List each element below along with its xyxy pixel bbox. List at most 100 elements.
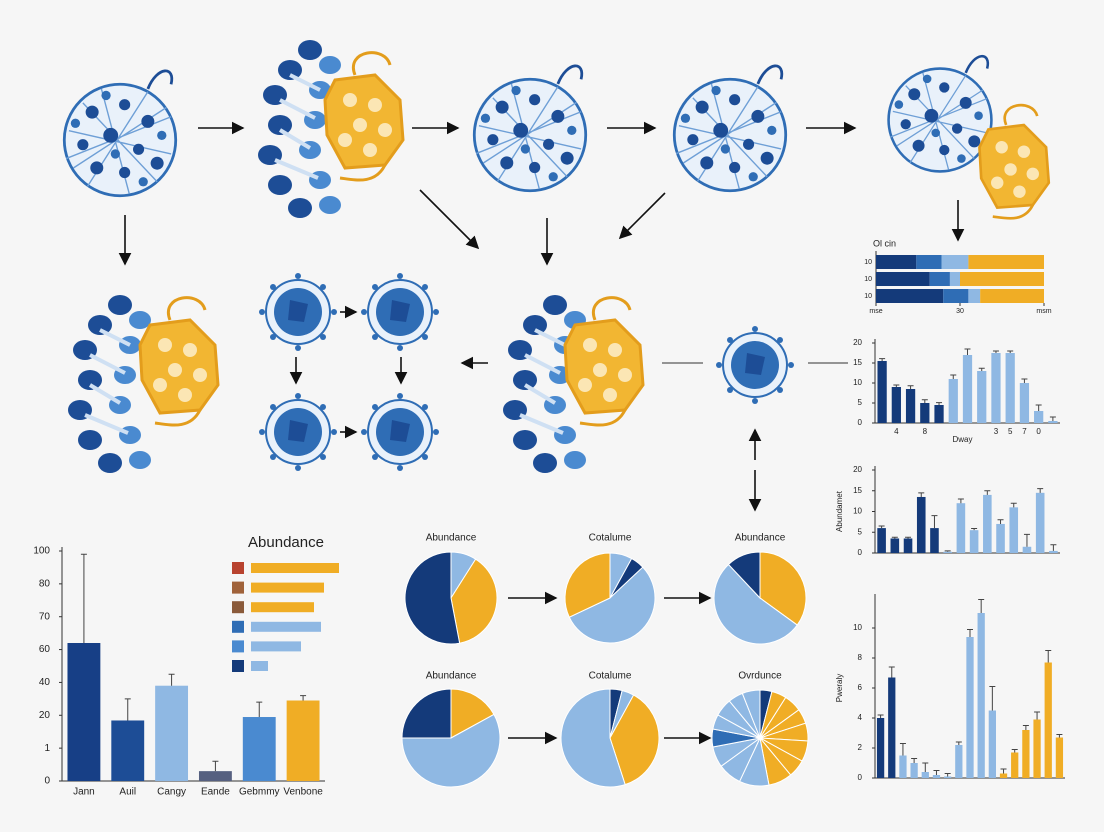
x-tick-label: Venbone [283,787,323,798]
bar [877,361,887,423]
error-bar [933,770,940,775]
error-bar [1022,725,1029,730]
y-tick-label: 1 [44,743,50,754]
y-tick-label: 15 [853,358,862,367]
pie-slice [564,552,611,618]
pie-slice [568,566,656,644]
bar [1011,752,1019,778]
y-tick-label: 4 [858,713,863,722]
x-tick-label: 8 [923,427,928,436]
pie-slice [560,688,626,788]
y-tick-label: 10 [853,507,862,516]
pie-title: Abundance [426,533,477,544]
error-bar [1000,768,1007,774]
error-bar [256,701,263,718]
bar [916,496,926,553]
y-tick-label: 20 [853,338,862,347]
error-bar [212,760,219,772]
bar [111,720,145,781]
error-bar [911,758,918,763]
bar [955,745,963,778]
legend-swatch [232,640,244,653]
pie-slice [450,688,495,739]
legend-swatch [232,562,244,574]
x-tick-label: 5 [1008,427,1013,436]
chart-title: Ol cin [873,238,896,248]
pie-slice [401,713,501,788]
bar [1055,737,1064,778]
pie-title: Cotalume [589,533,632,544]
bar [977,613,985,778]
y-axis-label: Pweraly [835,674,844,702]
bar [877,528,886,553]
y-tick-label: 100 [33,546,50,557]
x-tick-label: 30 [956,308,964,315]
x-tick-label: msm [1036,308,1051,315]
bar [966,637,974,778]
bar [1022,546,1032,553]
error-bar [921,399,928,403]
error-bar [1050,544,1057,551]
pie-slice [401,688,452,739]
bar [905,389,916,423]
pie-slice [759,551,807,626]
y-tick-label: 40 [39,677,51,688]
error-bar [957,498,964,504]
bar [1009,507,1019,553]
y-tick-label: 80 [39,578,51,589]
y-tick-label: 10 [864,293,872,300]
error-bar [878,525,885,529]
bar [903,538,913,553]
bar [988,710,996,778]
bar [876,718,885,778]
error-bar [80,553,87,643]
error-bar [950,374,957,379]
error-bar [997,519,1004,524]
bar [1022,730,1030,778]
bar [251,602,314,613]
y-tick-label: 6 [858,683,863,692]
bar [969,530,979,553]
error-bar [1034,711,1041,720]
y-tick-label: 0 [858,548,863,557]
error-bar [918,492,925,497]
y-tick-label: 60 [39,644,51,655]
x-tick-label: 4 [894,427,899,436]
bar [1048,421,1058,423]
error-bar [168,673,175,686]
bar [251,621,321,632]
legend-swatch [232,581,244,594]
pie-slice [609,694,660,786]
pie-slice [450,558,498,644]
bar [1044,662,1052,778]
bar [1035,492,1045,553]
bar [67,643,101,781]
bar [944,776,952,778]
pie-slice [713,563,798,645]
bar [1049,550,1058,553]
error-bar [964,348,971,355]
error-bar [1011,749,1018,753]
error-bar [1049,416,1056,421]
bar [1033,719,1041,778]
bar [934,405,944,423]
error-bar [989,686,996,711]
bar-segment [876,289,944,303]
y-axis-label: Abundamet [835,490,844,532]
bar-segment [876,272,930,286]
error-bar [1037,488,1044,493]
bar [999,773,1008,778]
bar [888,677,896,778]
bar [251,582,324,593]
pie-slice [727,551,761,600]
x-tick-label: 7 [1022,427,1027,436]
y-tick-label: 10 [864,276,872,283]
pie-title: Ovrdunce [738,671,782,682]
bar [1034,411,1044,423]
x-tick-label: Auil [119,787,136,798]
bar [943,551,952,553]
bar [1019,383,1030,423]
bar [198,771,232,781]
error-bar [1023,533,1030,547]
